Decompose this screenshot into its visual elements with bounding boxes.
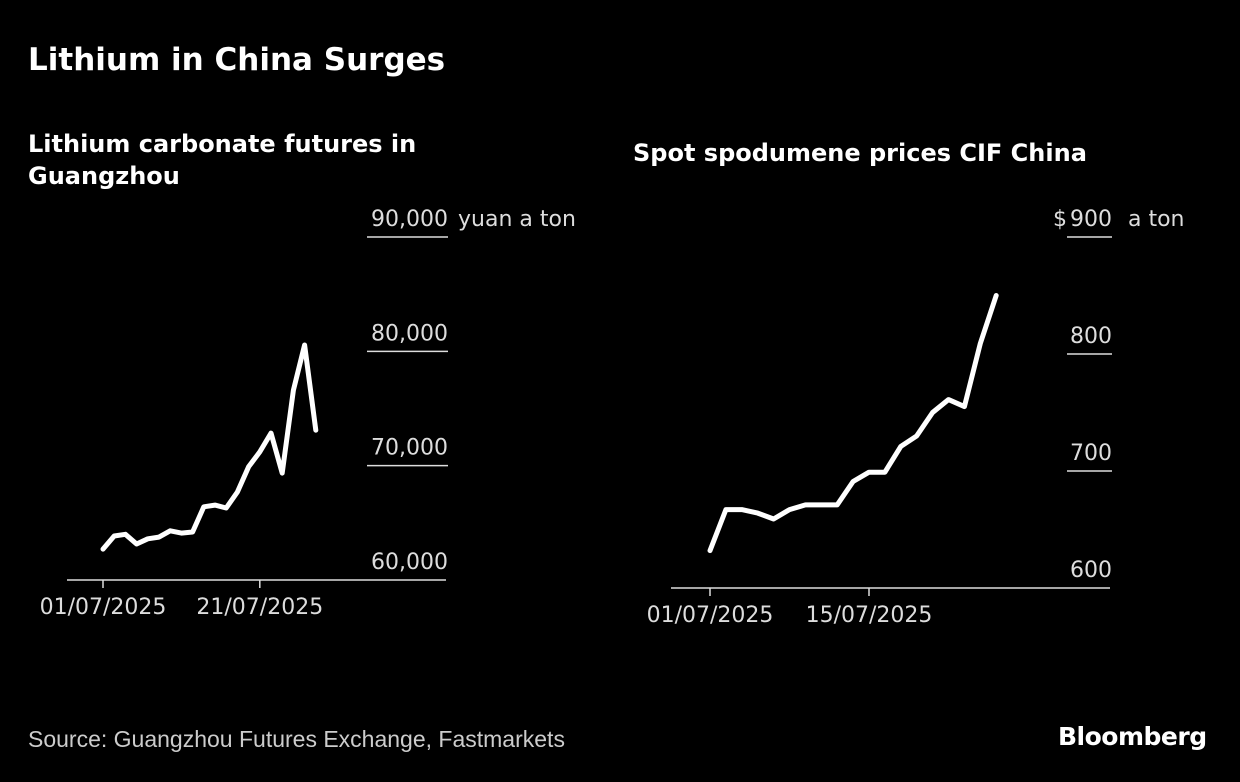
- y-tick-label: 600: [1070, 558, 1112, 583]
- unit-label: a ton: [1128, 207, 1185, 232]
- series-line: [100, 342, 319, 552]
- source-note: Source: Guangzhou Futures Exchange, Fast…: [28, 726, 565, 752]
- unit-prefix: $: [1053, 207, 1067, 232]
- y-tick-label: 80,000: [371, 321, 448, 346]
- y-tick-label: 700: [1070, 441, 1112, 466]
- y-tick-label: 60,000: [371, 550, 448, 575]
- left-chart-title: Lithium carbonate futures in Guangzhou: [28, 130, 417, 190]
- y-tick-label: 800: [1070, 324, 1112, 349]
- bloomberg-logo: Bloomberg: [1058, 722, 1207, 751]
- chart-title: Lithium in China Surges: [28, 42, 446, 78]
- y-tick-label: 900: [1070, 207, 1112, 232]
- x-tick-label: 01/07/2025: [647, 603, 774, 628]
- series-line: [707, 293, 999, 554]
- unit-label: yuan a ton: [458, 207, 576, 232]
- y-tick-label: 90,000: [371, 207, 448, 232]
- x-tick-label: 15/07/2025: [806, 603, 933, 628]
- right-chart-title: Spot spodumene prices CIF China: [633, 139, 1087, 167]
- x-tick-label: 01/07/2025: [40, 595, 167, 620]
- x-tick-label: 21/07/2025: [196, 595, 323, 620]
- y-tick-label: 70,000: [371, 436, 448, 461]
